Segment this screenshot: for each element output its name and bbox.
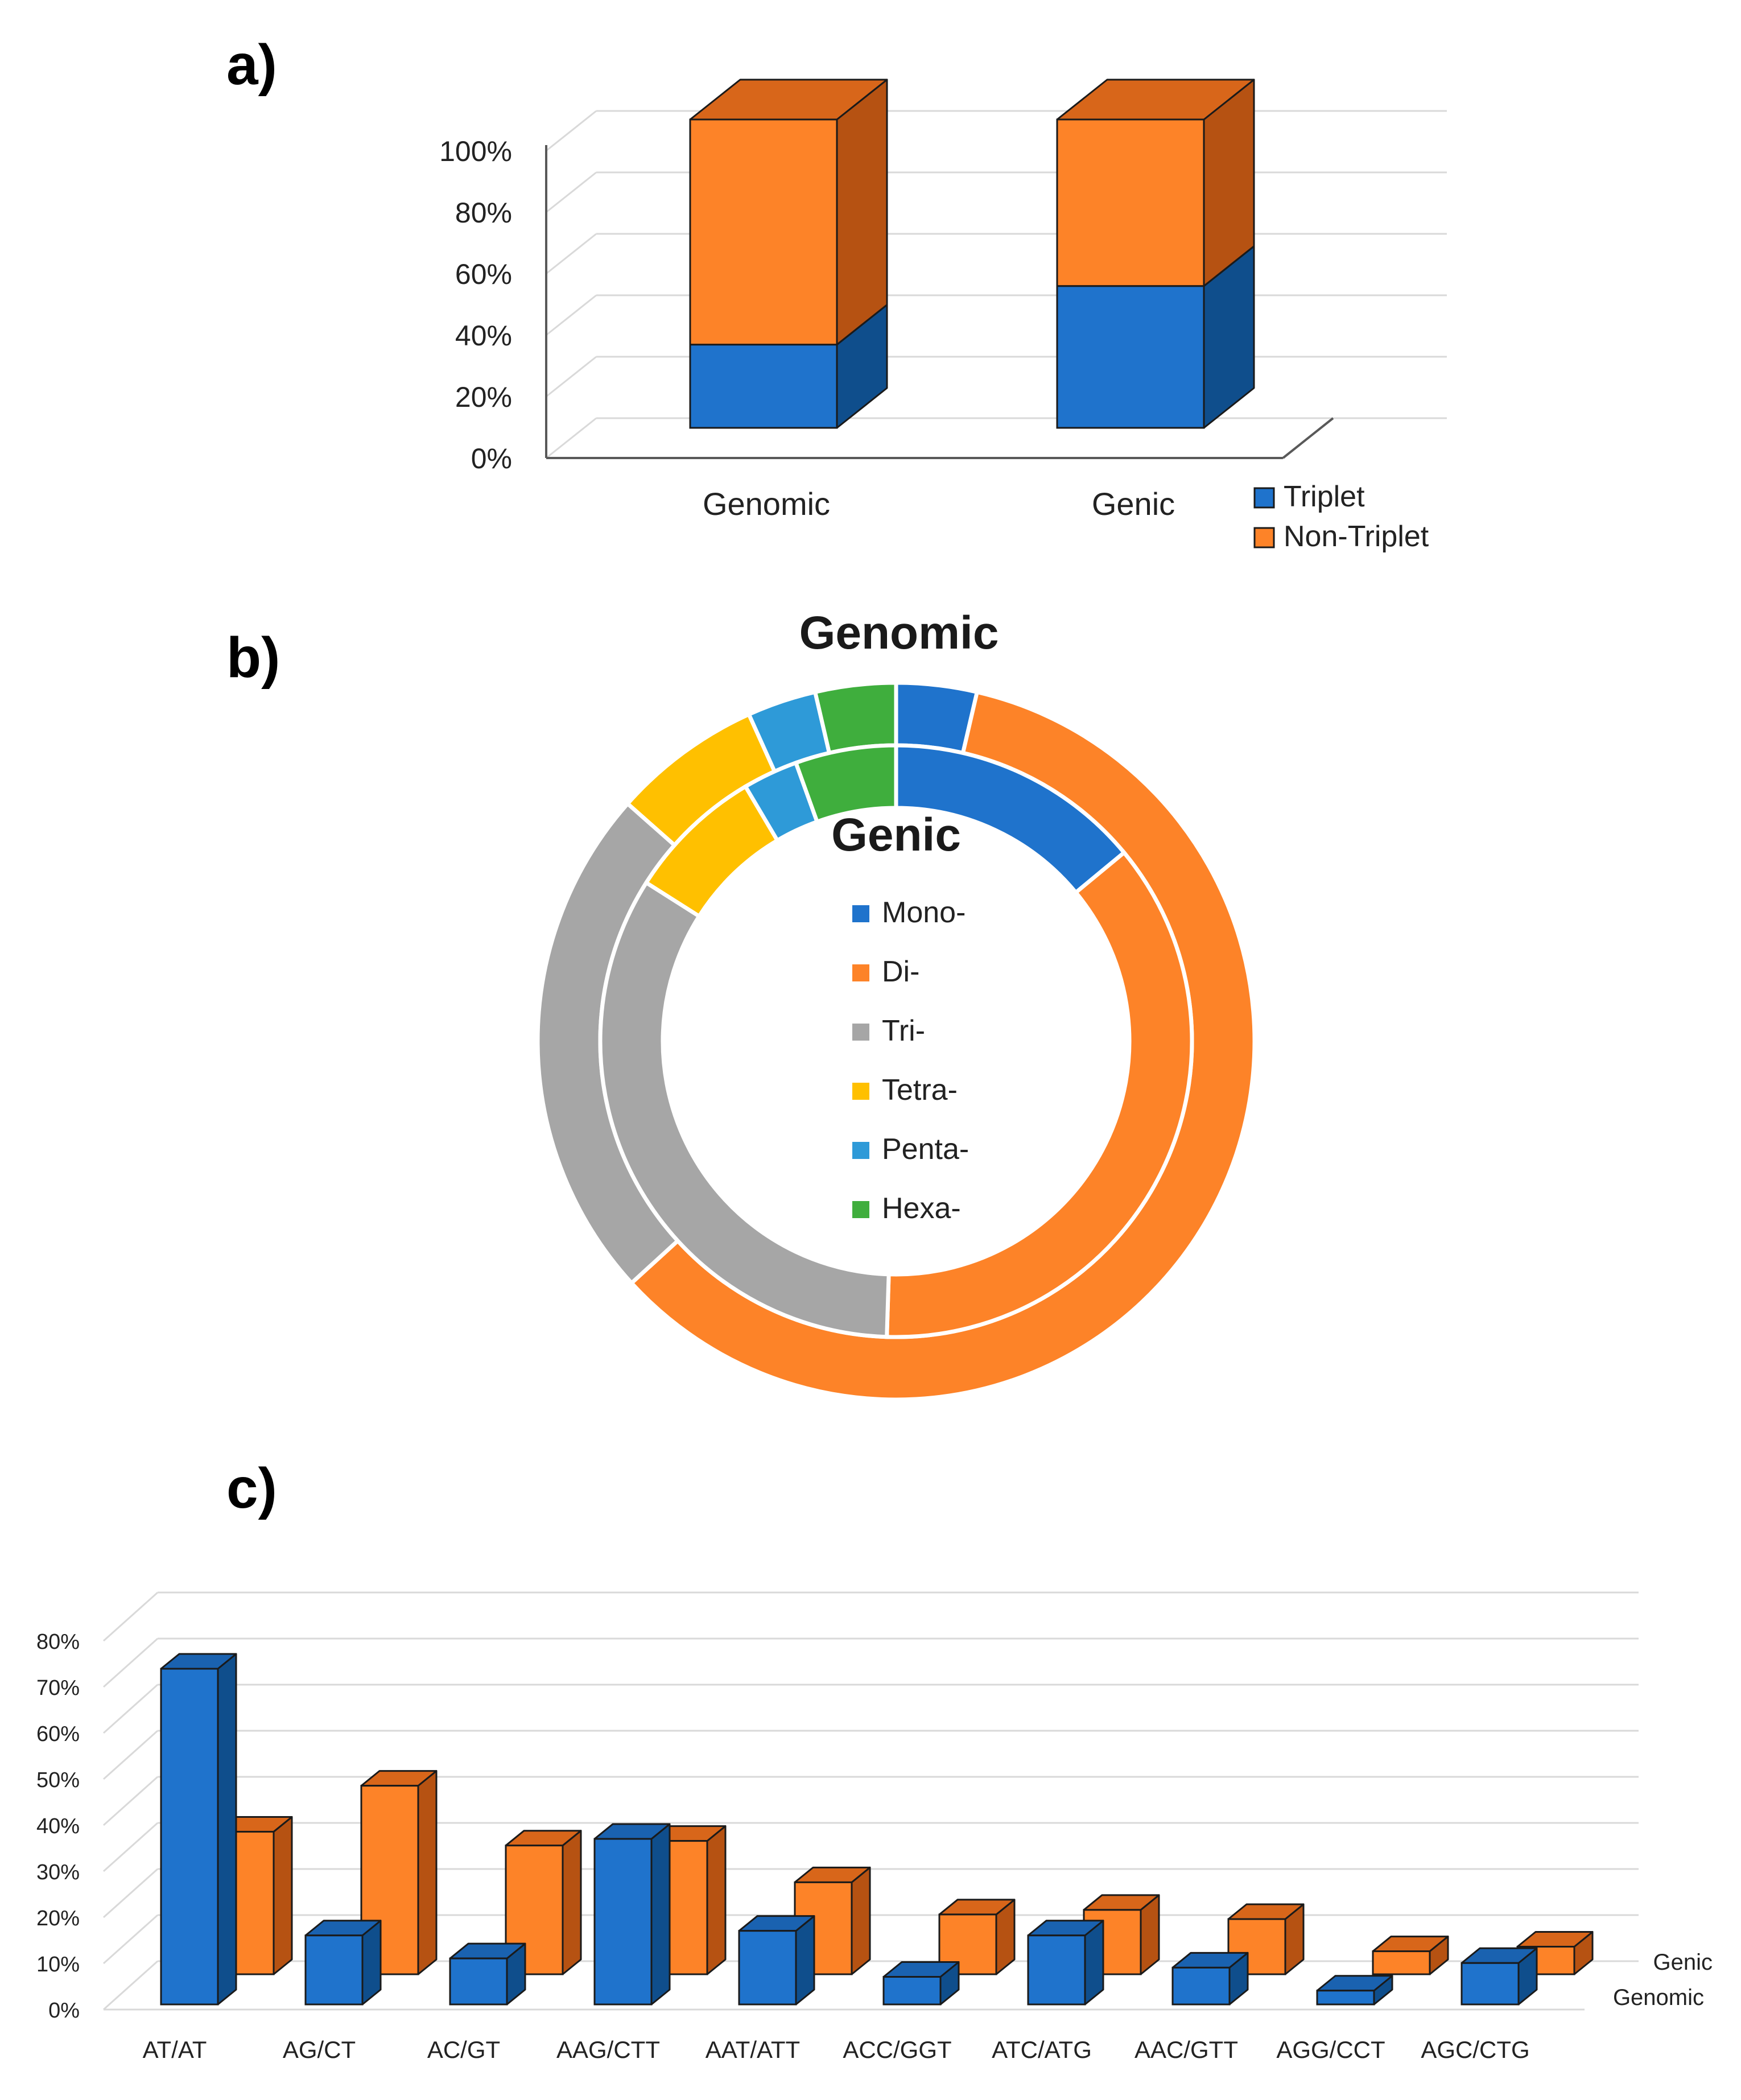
panel-c-bars <box>160 1653 1594 2006</box>
legend-label: Non-Triplet <box>1284 520 1429 553</box>
x-category-label: ACC/GGT <box>843 2036 951 2063</box>
x-category-label: Genomic <box>703 486 830 522</box>
panel-b: b) Genomic Genic Mono- Di- Tri- Tetra- Penta… <box>226 607 1257 1402</box>
x-category-label: AAG/CTT <box>556 2036 660 2063</box>
legend-swatch <box>1253 527 1275 548</box>
slice-genic-tri <box>598 880 891 1339</box>
legend-label: Hexa- <box>882 1192 961 1225</box>
bar-genomic-aat-att <box>738 1915 815 2006</box>
legend-swatch <box>1253 487 1275 509</box>
panel-a-bars <box>689 79 1255 429</box>
y-tick-label: 40% <box>455 320 512 352</box>
bar-genic-acc-ggt <box>938 1899 1016 1975</box>
inner-ring-title: Genic <box>831 809 961 861</box>
legend-label: Di- <box>882 955 919 988</box>
y-tick-label: 60% <box>455 258 512 290</box>
legend-swatch <box>852 905 869 922</box>
panel-c-label: c) <box>226 1457 277 1520</box>
y-tick-label: 0% <box>471 443 512 475</box>
bar-genomic-aag-ctt <box>593 1823 671 2006</box>
x-category-label: AC/GT <box>427 2036 500 2063</box>
bar-genomic-agg-cct <box>1316 1975 1393 2006</box>
panel-a-gridlines <box>545 110 1447 459</box>
bar-genic-agc-ctg <box>1516 1931 1594 1975</box>
bar-genomic-acc-ggt <box>882 1961 960 2006</box>
x-category-label: AAT/ATT <box>706 2036 800 2063</box>
x-category-label: Genic <box>1092 486 1175 522</box>
x-category-label: AGG/CCT <box>1276 2036 1385 2063</box>
legend-swatch <box>852 1083 869 1100</box>
panel-a-y-ticks: 0% 20% 40% 60% 80% 100% <box>439 135 512 475</box>
y-tick-label: 10% <box>36 1953 80 1977</box>
x-category-label: AAC/GTT <box>1134 2036 1238 2063</box>
slice-genomic-hexa <box>812 680 898 756</box>
bar-genomic-atc-atg <box>1027 1920 1104 2006</box>
slice-genic-di <box>885 849 1194 1339</box>
bar-genic-agg-cct <box>1372 1936 1449 1975</box>
panel-a-label: a) <box>226 33 277 97</box>
panel-a: a) 0% 20% 40% 60% 80% 100% Genomic Genic Tripl… <box>226 33 1447 553</box>
legend-label: Penta- <box>882 1133 969 1166</box>
panel-b-label: b) <box>226 626 280 690</box>
series-label-genic: Genic <box>1653 1950 1713 1975</box>
y-tick-label: 20% <box>455 381 512 413</box>
legend-swatch <box>852 1201 869 1218</box>
bar-genomic-non-triplet <box>689 79 888 346</box>
y-tick-label: 40% <box>36 1814 80 1838</box>
x-category-label: ATC/ATG <box>992 2036 1092 2063</box>
y-tick-label: 70% <box>36 1676 80 1700</box>
y-tick-label: 100% <box>439 135 512 167</box>
bar-genic-non-triplet <box>1056 79 1255 287</box>
legend-label: Triplet <box>1284 480 1365 513</box>
legend-swatch <box>852 1142 869 1159</box>
panel-a-categories: Genomic Genic <box>703 486 1175 522</box>
legend-swatch <box>852 1024 869 1041</box>
series-label-genomic: Genomic <box>1613 1985 1704 2010</box>
bar-genomic-ac-gt <box>449 1942 526 2006</box>
bar-genomic-agc-ctg <box>1461 1947 1538 2006</box>
panel-c-y-ticks: 0% 10% 20% 30% 40% 50% 60% 70% 80% <box>36 1630 80 2023</box>
x-category-label: AGC/CTG <box>1421 2036 1529 2063</box>
legend-label: Tri- <box>882 1014 925 1047</box>
panel-b-legend: Mono- Di- Tri- Tetra- Penta- Hexa- <box>852 896 969 1225</box>
y-tick-label: 80% <box>455 197 512 229</box>
y-tick-label: 0% <box>48 1999 80 2023</box>
panel-c: c) 0% 10% 20% 30% 40% 50% 60% 70% 80% AT/AT AG/CT… <box>36 1457 1713 2063</box>
y-tick-label: 80% <box>36 1630 80 1654</box>
panel-c-categories: AT/AT AG/CT AC/GT AAG/CTT AAT/ATT ACC/GGT ATC/… <box>143 2036 1530 2063</box>
y-tick-label: 60% <box>36 1722 80 1746</box>
bar-genomic-at-at <box>160 1653 237 2006</box>
y-tick-label: 20% <box>36 1907 80 1930</box>
y-tick-label: 30% <box>36 1860 80 1884</box>
outer-ring-title: Genomic <box>799 607 999 659</box>
bar-genomic-aac-gtt <box>1171 1952 1249 2006</box>
panel-a-legend: Triplet Non-Triplet <box>1253 480 1429 553</box>
x-category-label: AG/CT <box>283 2036 356 2063</box>
bar-genomic-ag-ct <box>304 1920 382 2006</box>
legend-swatch <box>852 964 869 981</box>
slice-genic-hexa <box>793 743 898 824</box>
x-category-label: AT/AT <box>143 2036 207 2063</box>
legend-label: Tetra- <box>882 1074 958 1107</box>
y-tick-label: 50% <box>36 1768 80 1792</box>
legend-label: Mono- <box>882 896 966 929</box>
panel-b-slices <box>535 680 1257 1402</box>
